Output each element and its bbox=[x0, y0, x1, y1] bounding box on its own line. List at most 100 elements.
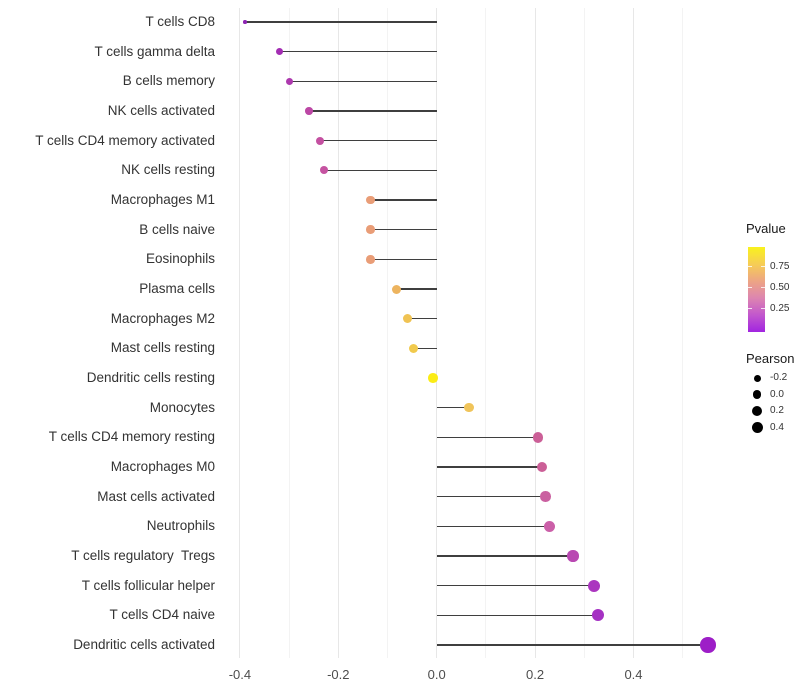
data-point-dot bbox=[275, 48, 283, 56]
pearson-size-label: -0.2 bbox=[770, 372, 788, 383]
pearson-size-dot bbox=[752, 390, 762, 399]
lollipop-stem bbox=[436, 584, 595, 587]
data-point-dot bbox=[305, 107, 313, 115]
lollipop-stem bbox=[279, 50, 437, 53]
data-point-dot bbox=[402, 314, 412, 324]
gridline-major bbox=[337, 8, 339, 658]
colorbar-tick-label: 0.25 bbox=[770, 302, 790, 314]
lollipop-stem bbox=[323, 169, 437, 172]
lollipop-stem bbox=[244, 21, 437, 23]
lollipop-stem bbox=[436, 495, 546, 498]
pearson-size-dot bbox=[753, 374, 761, 382]
lollipop-stem bbox=[370, 258, 437, 261]
y-axis-label: NK cells resting bbox=[121, 162, 215, 178]
y-axis-label: T cells CD4 memory activated bbox=[35, 132, 215, 148]
colorbar-tick-label: 0.50 bbox=[770, 281, 790, 293]
x-axis-tick-label: -0.4 bbox=[228, 667, 252, 682]
y-axis-label: Neutrophils bbox=[146, 518, 215, 534]
y-axis-label: Eosinophils bbox=[145, 251, 215, 267]
colorbar-tick bbox=[748, 287, 752, 289]
y-axis-label: Macrophages M1 bbox=[110, 192, 215, 207]
lollipop-stem bbox=[370, 228, 437, 231]
pearson-size-label: 0.0 bbox=[770, 388, 784, 400]
gridline-minor bbox=[387, 8, 388, 658]
y-axis-label: B cells memory bbox=[122, 73, 215, 89]
y-axis-label: Dendritic cells resting bbox=[86, 370, 215, 385]
data-point-dot bbox=[540, 491, 551, 502]
lollipop-stem bbox=[413, 347, 437, 350]
colorbar-tick bbox=[761, 308, 765, 310]
data-point-dot bbox=[366, 255, 375, 264]
y-axis-label: B cells naive bbox=[139, 221, 215, 237]
y-axis-label: T cells CD4 memory resting bbox=[48, 429, 215, 445]
gridline-minor bbox=[583, 8, 585, 658]
pearson-size-label: 0.2 bbox=[770, 405, 784, 417]
lollipop-stem bbox=[396, 288, 437, 290]
data-point-dot bbox=[592, 609, 605, 622]
colorbar-tick bbox=[748, 266, 752, 268]
y-axis-label: T cells gamma delta bbox=[94, 43, 215, 59]
colorbar-tick-label: 0.75 bbox=[770, 260, 790, 272]
gridline-minor bbox=[682, 8, 684, 658]
y-axis-label: Mast cells resting bbox=[110, 340, 215, 356]
colorbar-tick bbox=[761, 287, 765, 289]
y-axis-label: NK cells activated bbox=[107, 103, 215, 118]
y-axis-label: T cells CD4 naive bbox=[109, 607, 215, 623]
pvalue-legend-title: Pvalue bbox=[746, 221, 786, 236]
pvalue-colorbar bbox=[748, 247, 765, 332]
data-point-dot bbox=[544, 520, 556, 532]
x-axis-tick-label: 0.4 bbox=[624, 667, 643, 682]
pearson-legend-title: Pearson bbox=[746, 351, 795, 366]
gridline-major bbox=[633, 8, 634, 658]
lollipop-stem bbox=[370, 199, 437, 201]
gridline-major bbox=[534, 8, 536, 658]
lollipop-stem bbox=[436, 406, 470, 409]
data-point-dot bbox=[588, 579, 601, 592]
lollipop-stem bbox=[436, 555, 573, 557]
data-point-dot bbox=[316, 136, 325, 145]
gridline-minor bbox=[288, 8, 290, 658]
x-axis-tick-label: -0.2 bbox=[327, 667, 350, 682]
gridline-major bbox=[239, 8, 241, 658]
data-point-dot bbox=[408, 343, 418, 353]
data-point-dot bbox=[366, 225, 375, 234]
data-point-dot bbox=[464, 402, 474, 413]
lollipop-stem bbox=[436, 614, 599, 617]
x-axis-tick-label: 0.2 bbox=[526, 667, 545, 682]
y-axis-label: Macrophages M0 bbox=[110, 459, 215, 474]
data-point-dot bbox=[532, 432, 544, 443]
pearson-size-label: 0.4 bbox=[770, 421, 784, 433]
x-axis-tick-label: 0.0 bbox=[427, 667, 446, 682]
colorbar-tick bbox=[748, 308, 752, 310]
y-axis-label: Monocytes bbox=[149, 399, 215, 415]
gridline-minor bbox=[485, 8, 487, 658]
lollipop-stem bbox=[436, 525, 550, 528]
lollipop-stem bbox=[289, 80, 437, 83]
gridline-major bbox=[436, 8, 438, 658]
data-point-dot bbox=[700, 637, 716, 653]
data-point-dot bbox=[536, 461, 548, 473]
data-point-dot bbox=[319, 166, 328, 175]
y-axis-label: T cells follicular helper bbox=[81, 577, 215, 593]
lollipop-stem bbox=[308, 110, 437, 112]
data-point-dot bbox=[285, 77, 293, 85]
data-point-dot bbox=[366, 195, 375, 205]
y-axis-label: T cells regulatory Tregs bbox=[71, 548, 215, 563]
y-axis-label: Dendritic cells activated bbox=[73, 637, 215, 652]
pearson-size-dot bbox=[751, 422, 763, 434]
pearson-size-dot bbox=[752, 406, 762, 417]
lollipop-stem bbox=[436, 466, 542, 468]
colorbar-tick bbox=[761, 266, 765, 268]
y-axis-label: Macrophages M2 bbox=[110, 310, 215, 326]
y-axis-label: Mast cells activated bbox=[97, 488, 215, 504]
data-point-dot bbox=[391, 284, 401, 294]
lollipop-stem bbox=[320, 139, 437, 142]
data-point-dot bbox=[567, 550, 579, 562]
y-axis-label: Plasma cells bbox=[139, 281, 215, 296]
lollipop-stem bbox=[436, 644, 708, 646]
lollipop-stem bbox=[407, 317, 437, 320]
data-point-dot bbox=[243, 20, 247, 24]
lollipop-stem bbox=[436, 436, 539, 439]
